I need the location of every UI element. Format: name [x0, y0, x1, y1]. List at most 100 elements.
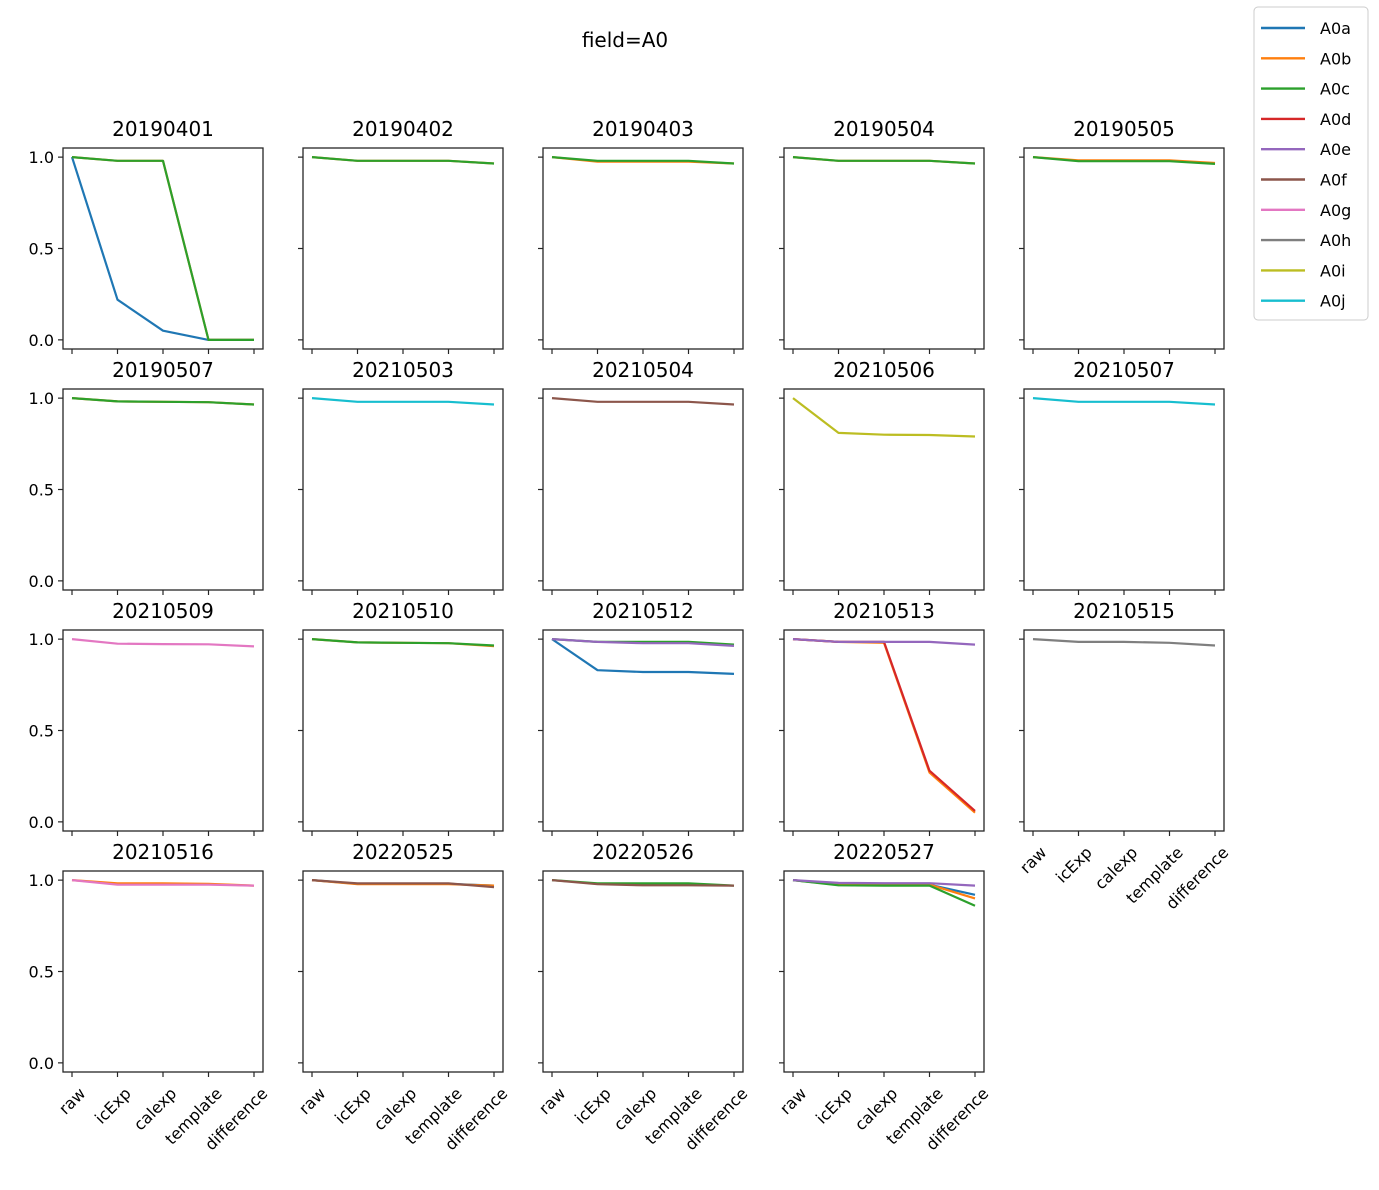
axes-frame — [1023, 388, 1225, 591]
legend-item-A0j: A0j — [1261, 292, 1346, 311]
series-line-A0h — [1032, 638, 1216, 647]
subplot-20190401: 20190401 0.0 0.5 1.0 — [29, 117, 264, 354]
subplot-20210504: 20210504 — [538, 358, 744, 595]
y-tick-label: 0.0 — [29, 1054, 54, 1073]
subplot-20190507: 20190507 0.0 0.5 1.0 — [29, 358, 264, 595]
subplot-title: 20210513 — [833, 599, 935, 623]
legend-label: A0g — [1320, 201, 1351, 220]
axes-frame — [1023, 629, 1225, 832]
axes-frame — [542, 870, 744, 1073]
y-tick-label: 0.0 — [29, 331, 54, 350]
subplot-title: 20190403 — [592, 117, 694, 141]
series-line-A0c — [311, 156, 495, 165]
subplot-20210506: 20210506 — [779, 358, 985, 595]
subplot-20210512: 20210512 — [538, 599, 744, 836]
axes-frame — [783, 147, 985, 350]
x-tick-label: raw — [295, 1084, 329, 1118]
y-tick-label: 1.0 — [29, 871, 54, 890]
series-line-A0f — [551, 879, 735, 887]
series-line-A0g — [71, 879, 255, 887]
subplot-20190505: 20190505 — [1019, 117, 1225, 354]
subplot-title: 20210507 — [1073, 358, 1175, 382]
legend: A0a A0b A0c A0d A0e A0f A0g A0h A0i A0j — [1253, 6, 1369, 321]
subplot-title: 20210503 — [352, 358, 454, 382]
series-line-A0a — [551, 638, 735, 675]
series-line-A0c — [551, 156, 735, 165]
subplot-title: 20220525 — [352, 840, 454, 864]
series-line-A0e — [551, 638, 735, 647]
subplot-title: 20220526 — [592, 840, 694, 864]
axes-frame — [783, 629, 985, 832]
subplot-title: 20190505 — [1073, 117, 1175, 141]
legend-item-A0h: A0h — [1261, 231, 1351, 250]
series-line-A0e — [792, 638, 976, 646]
legend-label: A0j — [1320, 292, 1346, 311]
legend-label: A0a — [1320, 19, 1351, 38]
subplot-20190402: 20190402 — [298, 117, 504, 354]
legend-item-A0a: A0a — [1261, 19, 1351, 38]
subplot-20190403: 20190403 — [538, 117, 744, 354]
series-line-A0c — [792, 156, 976, 165]
legend-label: A0f — [1320, 171, 1347, 190]
y-tick-label: 1.0 — [29, 630, 54, 649]
legend-item-A0d: A0d — [1261, 110, 1351, 129]
axes-frame — [302, 388, 504, 591]
x-tick-label: icExp — [571, 1084, 615, 1128]
x-tick-label: raw — [535, 1084, 569, 1118]
legend-label: A0i — [1320, 261, 1346, 280]
subplot-20210503: 20210503 — [298, 358, 504, 595]
subplot-20190504: 20190504 — [779, 117, 985, 354]
series-line-A0g — [71, 638, 255, 648]
subplot-20210509: 20210509 0.0 0.5 1.0 — [29, 599, 264, 836]
legend-item-A0c: A0c — [1261, 80, 1350, 99]
axes-frame — [62, 870, 264, 1073]
series-line-A0j — [311, 397, 495, 406]
axes-frame — [542, 388, 744, 591]
y-tick-label: 0.0 — [29, 813, 54, 832]
y-tick-label: 0.5 — [29, 722, 54, 741]
x-tick-label: icExp — [331, 1084, 375, 1128]
series-line-A0c — [71, 156, 254, 341]
y-tick-label: 0.5 — [29, 481, 54, 500]
axes-frame — [302, 870, 504, 1073]
subplot-title: 20220527 — [833, 840, 935, 864]
axes-frame — [302, 629, 504, 832]
y-tick-label: 0.0 — [29, 572, 54, 591]
legend-label: A0c — [1320, 80, 1350, 99]
series-line-A0b — [71, 156, 254, 341]
subplot-title: 20190402 — [352, 117, 454, 141]
x-tick-label: raw — [55, 1084, 89, 1118]
series-line-A0j — [1032, 397, 1216, 406]
subplot-20210507: 20210507 — [1019, 358, 1225, 595]
y-tick-label: 1.0 — [29, 389, 54, 408]
subplot-20210513: 20210513 — [779, 599, 985, 836]
subplot-title: 20210504 — [592, 358, 694, 382]
figure-title: field=A0 — [582, 28, 668, 52]
legend-label: A0d — [1320, 110, 1351, 129]
subplot-title: 20210509 — [112, 599, 214, 623]
series-line-A0d — [792, 638, 976, 812]
series-line-A0c — [311, 638, 495, 647]
axes-frame — [783, 388, 985, 591]
series-line-A0c — [71, 397, 255, 406]
subplot-title: 20190507 — [112, 358, 214, 382]
legend-label: A0e — [1320, 140, 1351, 159]
series-line-A0i — [792, 397, 976, 438]
axes-frame — [62, 147, 264, 350]
legend-item-A0e: A0e — [1261, 140, 1351, 159]
x-tick-label: icExp — [1052, 843, 1096, 887]
series-line-A0f — [551, 397, 735, 406]
legend-box — [1253, 6, 1369, 321]
series-line-A0c — [792, 879, 976, 907]
subplot-title: 20190401 — [112, 117, 214, 141]
y-tick-label: 1.0 — [29, 148, 54, 167]
series-line-A0a — [70, 156, 254, 341]
legend-item-A0f: A0f — [1261, 171, 1347, 190]
axes-frame — [542, 629, 744, 832]
series-line-A0f — [311, 879, 495, 889]
legend-item-A0i: A0i — [1261, 261, 1346, 280]
subplot-title: 20210512 — [592, 599, 694, 623]
